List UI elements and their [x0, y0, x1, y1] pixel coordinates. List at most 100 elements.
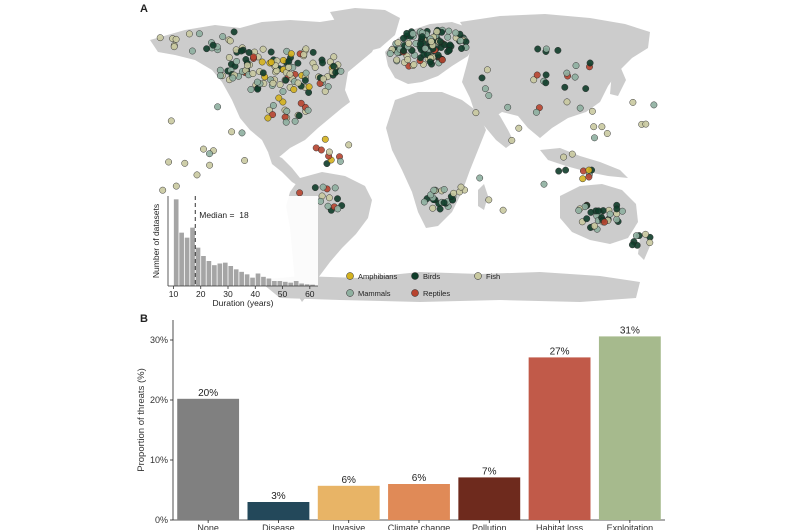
- map-point: [330, 62, 338, 70]
- map-point: [588, 107, 596, 115]
- map-point: [554, 46, 562, 54]
- map-point: [440, 199, 448, 207]
- map-point: [249, 70, 257, 78]
- map-point: [219, 33, 227, 41]
- map-point: [540, 180, 548, 188]
- map-point: [560, 153, 568, 161]
- map-point: [642, 120, 650, 128]
- map-point: [336, 157, 344, 165]
- map-point: [542, 71, 550, 79]
- map-point: [243, 61, 251, 69]
- landmass-central-america: [268, 152, 308, 188]
- map-point: [508, 136, 516, 144]
- map-point: [572, 62, 580, 70]
- map-point: [561, 83, 569, 91]
- map-point: [418, 33, 426, 41]
- map-point: [416, 40, 424, 48]
- map-point: [214, 103, 222, 111]
- bar: [458, 477, 521, 520]
- legend-label: Reptiles: [423, 289, 450, 298]
- map-point: [309, 48, 317, 56]
- map-point: [206, 161, 214, 169]
- map-point: [563, 69, 571, 77]
- map-point: [591, 134, 598, 142]
- histogram-bar: [233, 269, 239, 286]
- histogram-bars: [173, 199, 315, 286]
- map-point: [452, 29, 460, 37]
- legend-swatch: [346, 289, 354, 297]
- histogram-bar: [173, 199, 179, 286]
- map-point: [325, 194, 333, 202]
- map-point: [481, 85, 489, 93]
- legend-label: Mammals: [358, 289, 391, 298]
- histogram-bar: [195, 247, 201, 286]
- taxa-legend: Amphibians Birds Fish Mammals Reptiles: [346, 272, 500, 298]
- map-point: [337, 67, 345, 75]
- map-point: [404, 56, 412, 64]
- map-point: [226, 37, 234, 45]
- bars: [177, 336, 661, 520]
- histogram-bar: [228, 266, 234, 286]
- map-point: [247, 86, 255, 93]
- map-point: [632, 232, 640, 240]
- map-point: [267, 58, 275, 66]
- map-point: [646, 239, 654, 247]
- landmass-japan: [610, 66, 626, 96]
- map-point: [400, 47, 407, 55]
- map-point: [229, 74, 237, 82]
- map-point: [555, 167, 563, 175]
- map-point: [319, 75, 327, 83]
- map-point: [172, 182, 180, 190]
- map-point: [282, 118, 290, 126]
- map-point: [427, 38, 435, 46]
- map-point: [628, 241, 636, 249]
- bar: [317, 485, 380, 520]
- histogram-bar: [239, 271, 244, 286]
- map-point: [530, 76, 538, 84]
- map-point: [165, 158, 173, 166]
- map-point: [193, 171, 201, 179]
- map-point: [241, 157, 249, 164]
- map-point: [436, 205, 444, 213]
- inset-x-tick-label: 50: [278, 289, 288, 299]
- map-point: [410, 61, 418, 69]
- map-point: [450, 189, 458, 197]
- inset-x-ticks: 10 20 30 40 50 60: [169, 286, 315, 299]
- histogram-bar: [222, 262, 228, 286]
- map-point: [185, 30, 193, 38]
- map-point: [317, 146, 325, 154]
- map-point: [436, 38, 444, 46]
- bar-data-label: 6%: [412, 473, 427, 484]
- histogram-bar: [184, 237, 190, 286]
- y-axis-label: Proportion of threats (%): [136, 368, 147, 472]
- map-point: [445, 27, 453, 35]
- histogram-bar: [293, 281, 299, 286]
- map-point: [515, 124, 523, 132]
- map-point: [429, 204, 437, 212]
- map-point: [585, 166, 593, 174]
- map-point: [485, 92, 493, 99]
- map-point: [259, 69, 267, 77]
- map-point: [601, 218, 608, 226]
- histogram-bar: [299, 283, 304, 286]
- map-point: [294, 79, 302, 87]
- map-point: [393, 56, 401, 64]
- x-tick-label: Disease: [262, 523, 295, 530]
- legend-swatch: [346, 272, 354, 280]
- map-point: [279, 88, 287, 95]
- map-point: [311, 184, 319, 192]
- histogram-bar: [304, 284, 310, 286]
- histogram-bar: [255, 273, 261, 286]
- map-point: [324, 202, 332, 210]
- map-point: [253, 78, 261, 86]
- map-point: [285, 63, 293, 71]
- median-value: 18: [239, 210, 249, 220]
- x-tick-labels: None Disease Invasive Climate change Polluti…: [197, 520, 653, 530]
- map-point: [283, 107, 291, 115]
- map-point: [295, 112, 303, 120]
- map-point: [331, 184, 339, 192]
- map-point: [542, 45, 550, 53]
- map-point: [233, 57, 241, 65]
- legend-swatch: [411, 272, 419, 280]
